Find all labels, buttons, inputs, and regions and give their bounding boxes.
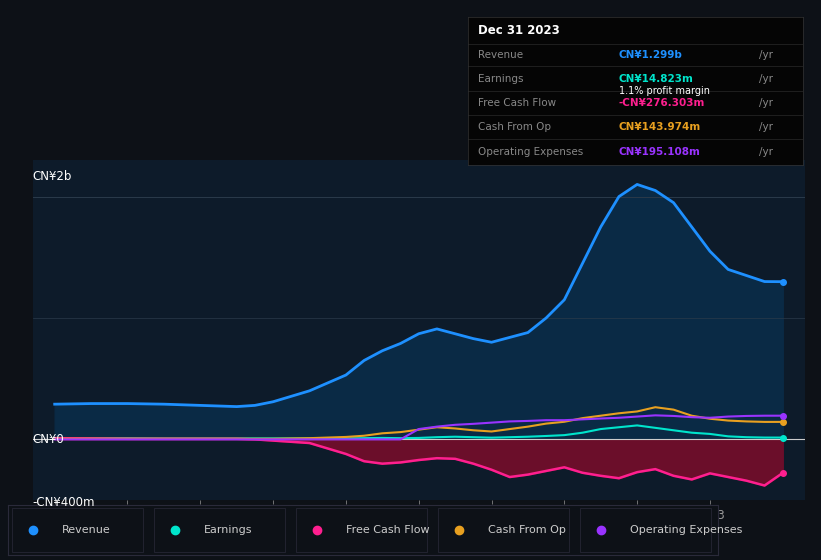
Text: /yr: /yr	[759, 147, 773, 157]
Text: Revenue: Revenue	[62, 525, 110, 535]
Text: /yr: /yr	[759, 98, 773, 108]
Text: Earnings: Earnings	[478, 74, 524, 83]
Text: Dec 31 2023: Dec 31 2023	[478, 24, 560, 37]
Text: Cash From Op: Cash From Op	[478, 122, 551, 132]
Text: /yr: /yr	[759, 74, 773, 83]
Text: CN¥1.299b: CN¥1.299b	[619, 50, 682, 60]
Text: CN¥14.823m: CN¥14.823m	[619, 74, 694, 83]
Text: Earnings: Earnings	[204, 525, 252, 535]
Text: CN¥0: CN¥0	[33, 433, 65, 446]
Text: Operating Expenses: Operating Expenses	[478, 147, 583, 157]
Text: 1.1% profit margin: 1.1% profit margin	[619, 86, 709, 96]
Text: Cash From Op: Cash From Op	[488, 525, 566, 535]
Text: Free Cash Flow: Free Cash Flow	[478, 98, 556, 108]
Text: Operating Expenses: Operating Expenses	[630, 525, 742, 535]
Text: CN¥2b: CN¥2b	[33, 170, 72, 183]
Text: /yr: /yr	[759, 122, 773, 132]
Text: Free Cash Flow: Free Cash Flow	[346, 525, 429, 535]
Text: -CN¥400m: -CN¥400m	[33, 496, 95, 510]
Text: /yr: /yr	[759, 50, 773, 60]
Text: -CN¥276.303m: -CN¥276.303m	[619, 98, 705, 108]
Text: CN¥143.974m: CN¥143.974m	[619, 122, 701, 132]
Text: Revenue: Revenue	[478, 50, 523, 60]
Text: CN¥195.108m: CN¥195.108m	[619, 147, 700, 157]
